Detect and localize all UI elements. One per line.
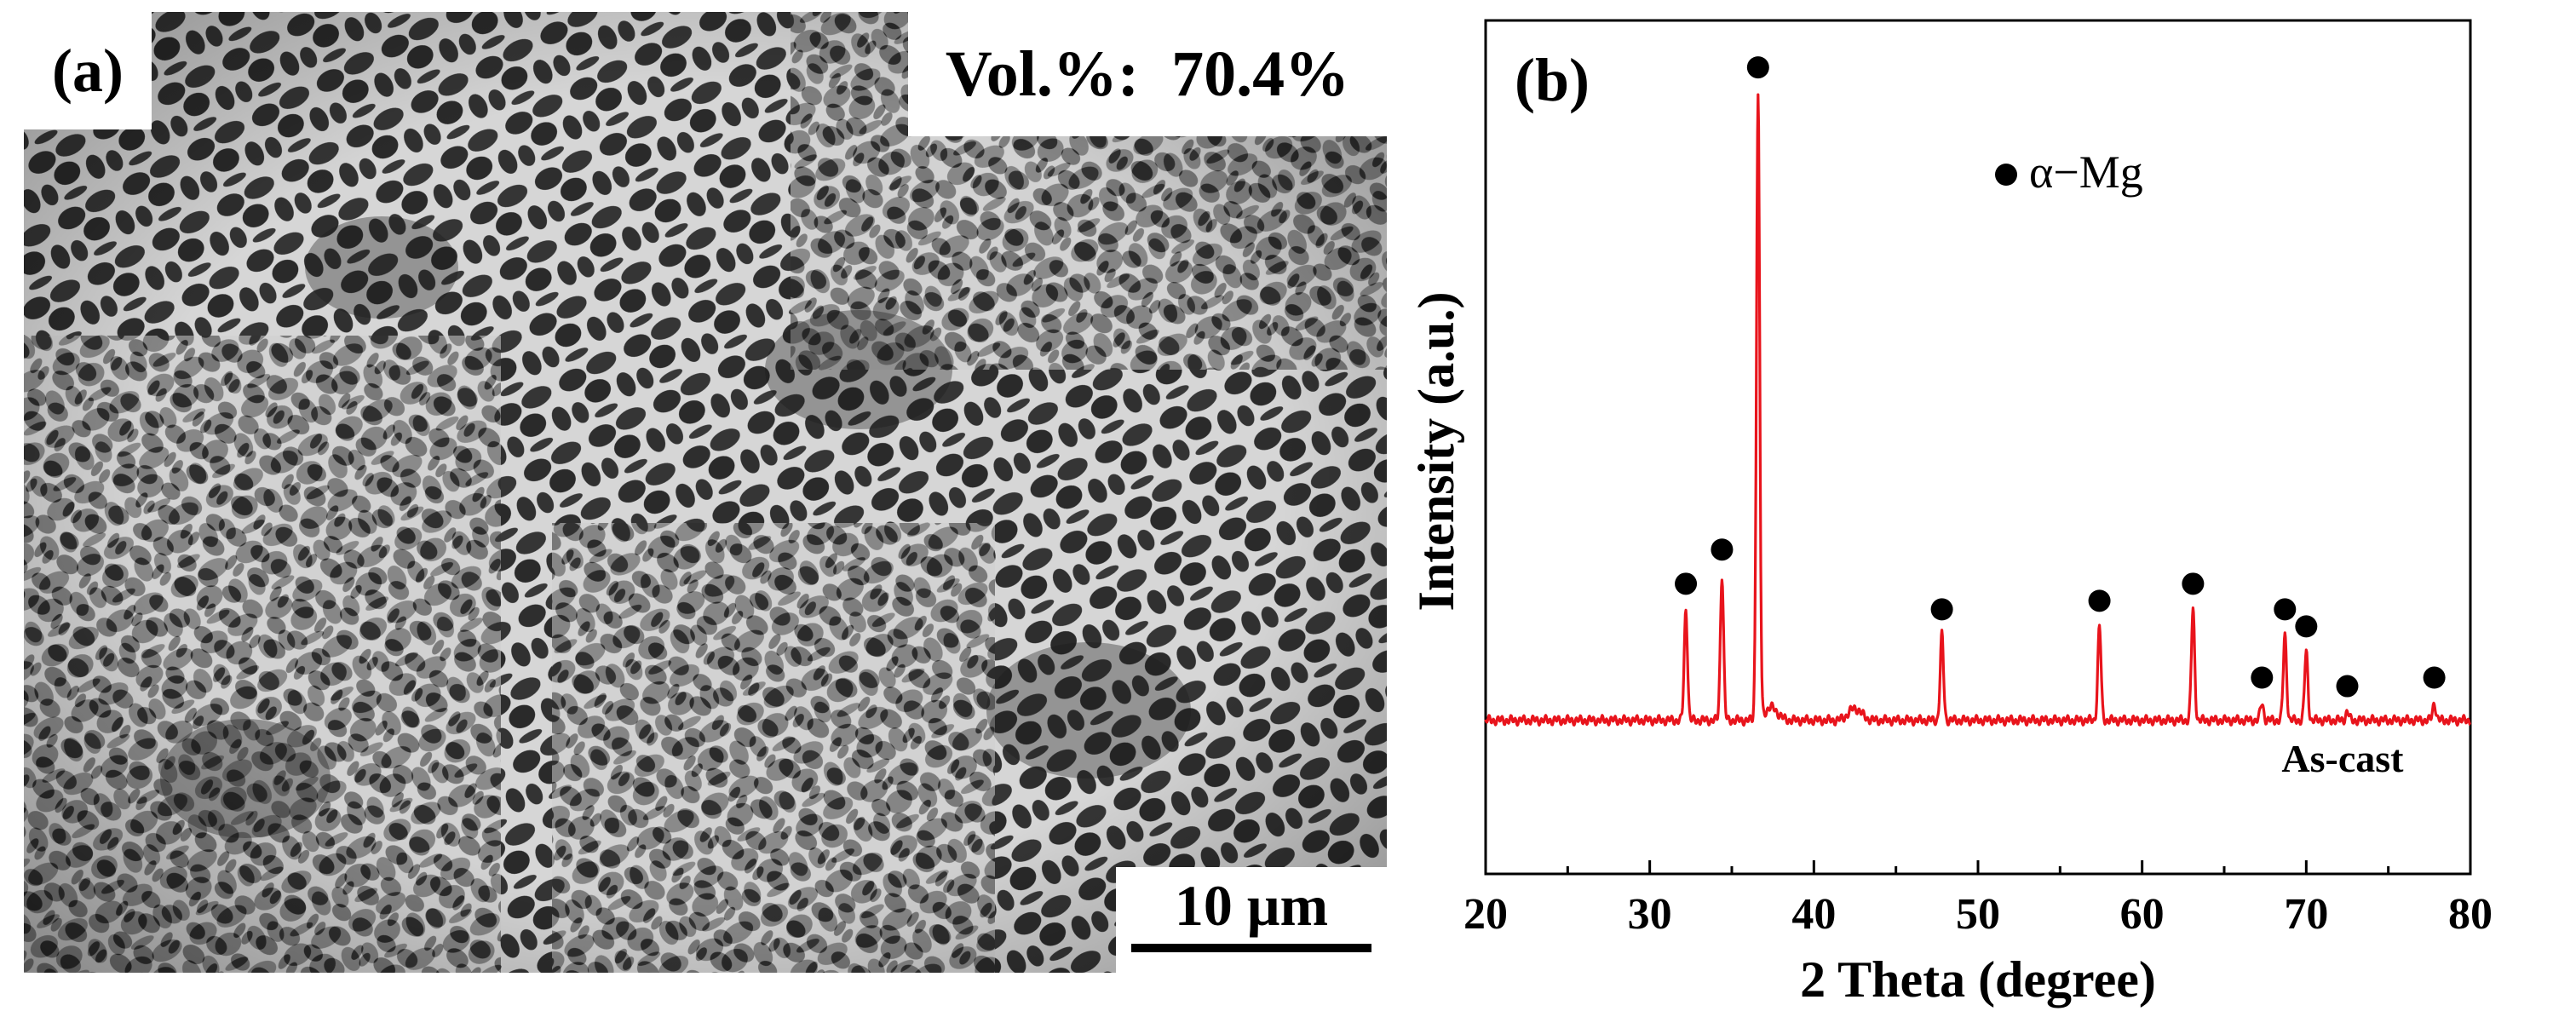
x-tick-label: 20 bbox=[1463, 890, 1508, 939]
peak-markers bbox=[1675, 56, 2446, 698]
peak-marker-icon bbox=[2274, 598, 2297, 621]
legend-label: α−Mg bbox=[2029, 147, 2143, 198]
xrd-chart: 20 30 40 50 60 70 80 (b) α−Mg As-cast 2 Theta … bbox=[1408, 19, 2493, 1008]
x-axis-label: 2 Theta (degree) bbox=[1800, 951, 2156, 1008]
x-tick-label: 30 bbox=[1628, 890, 1672, 939]
peak-marker-icon bbox=[2088, 589, 2111, 612]
panel-a-label: (a) bbox=[24, 12, 152, 129]
legend-marker-icon bbox=[1995, 164, 2017, 186]
x-tick-label: 70 bbox=[2284, 890, 2328, 939]
scale-bar-label: 10 μm bbox=[1174, 873, 1329, 938]
x-tick-label: 40 bbox=[1791, 890, 1836, 939]
peak-marker-icon bbox=[1746, 56, 1769, 79]
sem-micrograph-panel: (a) Vol.%: 70.4% 10 μm bbox=[24, 12, 1387, 973]
peak-marker-icon bbox=[2251, 666, 2274, 689]
panel-b-label: (b) bbox=[1515, 46, 1590, 114]
peak-marker-icon bbox=[2182, 572, 2205, 595]
x-axis-ticks bbox=[1484, 860, 2472, 874]
peak-marker-icon bbox=[2423, 666, 2446, 689]
x-axis-tick-labels: 20 30 40 50 60 70 80 bbox=[1463, 890, 2493, 939]
peak-marker-icon bbox=[1930, 598, 1953, 621]
xrd-pattern-line bbox=[1484, 93, 2472, 727]
x-tick-label: 80 bbox=[2448, 890, 2493, 939]
peak-marker-icon bbox=[2336, 675, 2359, 698]
sem-micrograph-image bbox=[24, 12, 1387, 973]
sample-annotation: As-cast bbox=[2281, 737, 2404, 780]
peak-marker-icon bbox=[1675, 572, 1698, 595]
xrd-chart-panel: 20 30 40 50 60 70 80 (b) α−Mg As-cast 2 Theta … bbox=[1397, 0, 2576, 1017]
volume-fraction-label: Vol.%: 70.4% bbox=[908, 12, 1387, 136]
peak-marker-icon bbox=[2295, 615, 2318, 638]
scale-bar bbox=[1131, 944, 1371, 952]
peak-marker-icon bbox=[1711, 538, 1734, 561]
scale-bar-box: 10 μm bbox=[1116, 867, 1387, 973]
x-tick-label: 60 bbox=[2120, 890, 2165, 939]
y-axis-label: Intensity (a.u.) bbox=[1408, 291, 1464, 611]
legend: α−Mg bbox=[1995, 147, 2143, 198]
x-tick-label: 50 bbox=[1956, 890, 2000, 939]
